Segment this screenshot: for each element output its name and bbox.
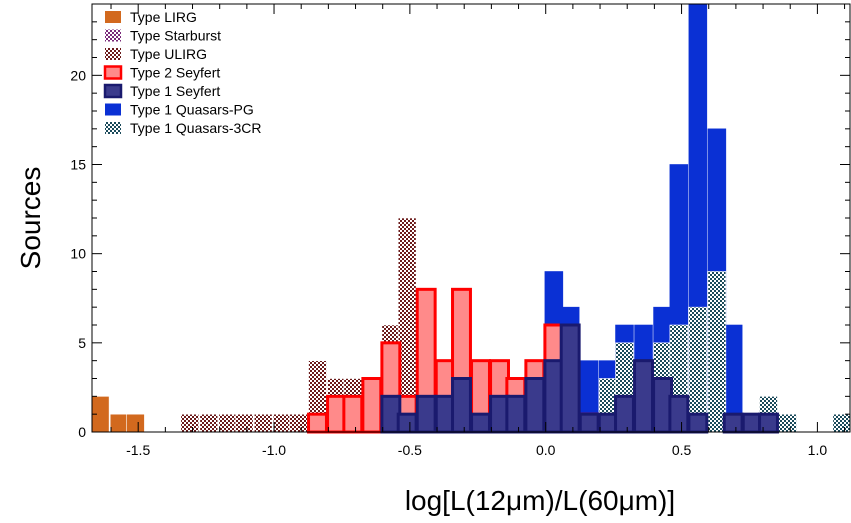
bar-type-1-quasars-3cr <box>832 413 851 433</box>
bar-type-ulirg <box>180 413 200 433</box>
bar-type-ulirg <box>199 413 219 433</box>
y-axis-title: Sources <box>15 167 46 270</box>
legend-label: Type 1 Seyfert <box>130 83 220 99</box>
y-axis: 0 5 10 15 20 <box>70 3 850 440</box>
x-tick-label: 0.5 <box>672 442 692 458</box>
bar-type-1-seyfert <box>668 394 690 434</box>
legend-label: Type 2 Seyfert <box>130 65 220 81</box>
bar-type-ulirg <box>234 413 254 433</box>
bar-type-ulirg <box>272 413 292 433</box>
legend-swatch <box>105 122 121 134</box>
bar-type-2-seyfert <box>307 412 328 434</box>
bar-type-1-seyfert <box>758 412 779 434</box>
legend-label: Type ULIRG <box>130 46 207 62</box>
bar-type-1-seyfert <box>396 412 418 434</box>
legend-swatch <box>105 11 121 23</box>
bar-type-1-seyfert <box>415 394 437 434</box>
bar-type-1-seyfert <box>559 323 581 434</box>
bar-type-1-seyfert <box>470 412 491 434</box>
x-tick-label: -1.5 <box>126 442 150 458</box>
y-tick-label: 20 <box>70 67 86 83</box>
x-tick-label: 1.0 <box>808 442 828 458</box>
bar-type-ulirg <box>218 413 238 433</box>
bar-type-2-seyfert <box>361 377 383 434</box>
bar-type-1-quasars-3cr <box>778 413 797 433</box>
x-tick-label: 0.0 <box>536 442 556 458</box>
legend-label: Type Starburst <box>130 28 221 44</box>
legend-swatch <box>105 29 121 42</box>
y-tick-label: 0 <box>78 424 86 440</box>
bar-type-1-seyfert <box>505 394 527 434</box>
legend: Type LIRG Type Starburst Type ULIRG Type 2 … <box>103 9 262 136</box>
legend-label: Type LIRG <box>130 9 197 25</box>
bar-type-1-seyfert <box>633 359 654 434</box>
bar-type-1-seyfert <box>578 412 600 434</box>
bar-type-2-seyfert <box>342 394 364 434</box>
x-tick-label: -1.0 <box>262 442 286 458</box>
series-type-lirg <box>90 396 145 433</box>
bar-type-1-quasars-3cr <box>707 271 727 433</box>
x-tick-label: -0.5 <box>398 442 422 458</box>
y-tick-label: 5 <box>78 335 86 351</box>
legend-swatch <box>103 65 123 80</box>
legend-label: Type 1 Quasars-3CR <box>130 120 262 136</box>
bar-type-lirg <box>109 413 129 433</box>
y-tick-label: 10 <box>70 246 86 262</box>
y-tick-label: 15 <box>70 157 86 173</box>
x-axis-title: log[L(12μm)/L(60μm)] <box>405 485 675 516</box>
bar-type-1-seyfert <box>451 377 472 434</box>
bar-type-1-seyfert <box>722 412 744 434</box>
bar-type-ulirg <box>253 413 273 433</box>
bar-type-1-seyfert <box>524 377 546 434</box>
legend-swatch <box>105 103 121 116</box>
bar-type-ulirg <box>289 413 308 433</box>
x-axis: -1.5 -1.0 -0.5 0.0 0.5 1.0 <box>110 4 846 458</box>
series-type-1-seyfert <box>380 323 779 434</box>
legend-swatch <box>105 48 121 60</box>
bar-type-1-seyfert <box>614 394 635 434</box>
legend-label: Type 1 Quasars-PG <box>130 102 254 118</box>
bar-type-1-seyfert <box>687 412 709 434</box>
legend-swatch <box>103 83 123 99</box>
bar-type-lirg <box>126 413 145 433</box>
